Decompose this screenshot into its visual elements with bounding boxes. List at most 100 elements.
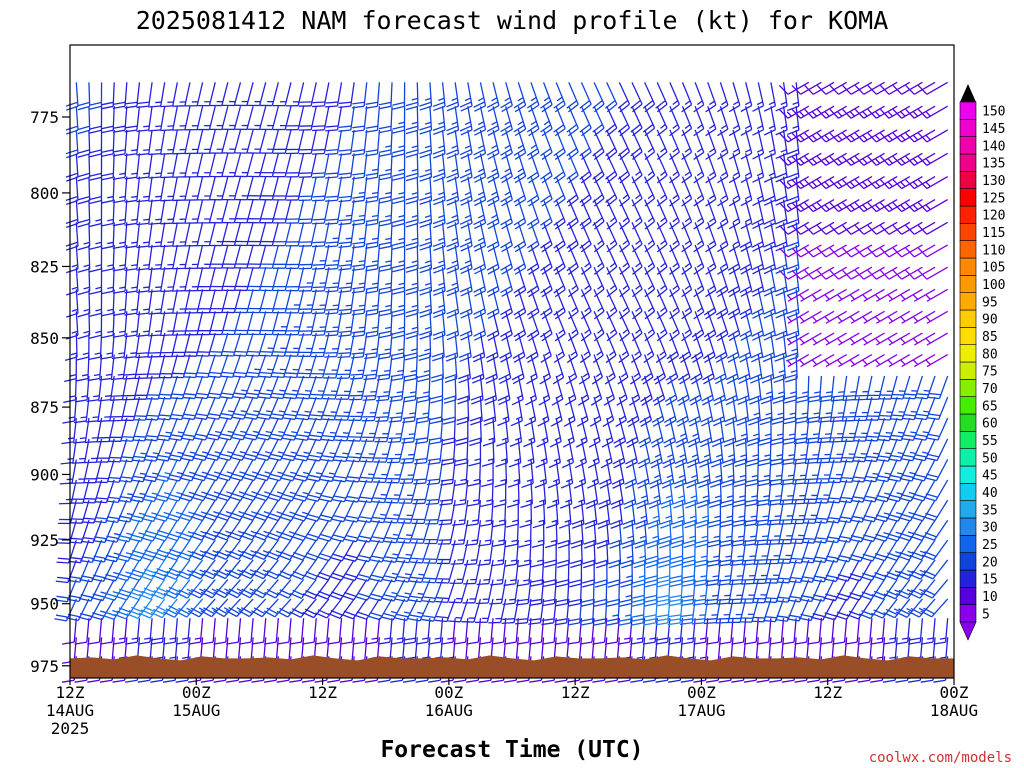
wind-barb — [321, 396, 343, 421]
wind-barb — [192, 438, 216, 462]
wind-barb — [917, 199, 949, 213]
wind-barb — [89, 82, 103, 110]
wind-barb — [897, 519, 923, 542]
wind-barb — [197, 222, 216, 247]
wind-barb — [502, 579, 519, 606]
wind-barb — [693, 199, 705, 230]
wind-barb — [669, 176, 680, 207]
wind-barb — [251, 559, 279, 580]
wind-barb — [671, 520, 685, 549]
wind-barb — [285, 176, 305, 201]
wind-barb — [153, 499, 178, 522]
wind-barb — [892, 129, 923, 143]
wind-barb — [693, 244, 705, 275]
wind-barb — [577, 375, 590, 406]
wind-barb — [681, 176, 693, 207]
y-tick-label: 925 — [30, 531, 59, 550]
colorbar-swatch — [959, 136, 977, 155]
wind-barb — [526, 82, 540, 113]
wind-barb — [114, 598, 140, 620]
wind-barb — [383, 520, 406, 544]
wind-barb — [728, 199, 741, 230]
wind-barb — [148, 153, 166, 179]
wind-barb — [566, 105, 579, 137]
wind-barb — [829, 152, 860, 166]
wind-barb — [883, 579, 911, 600]
wind-barb — [514, 598, 532, 625]
wind-barb — [578, 354, 591, 385]
wind-barb — [351, 153, 368, 180]
wind-barb — [238, 598, 267, 618]
wind-barb — [752, 176, 765, 207]
wind-barb — [82, 479, 103, 504]
wind-barb — [87, 618, 103, 645]
wind-barb — [669, 199, 680, 230]
wind-barb — [392, 311, 406, 339]
wind-barb — [840, 438, 860, 463]
wind-barb — [221, 332, 242, 357]
wind-barb — [750, 332, 764, 363]
wind-barb — [427, 438, 444, 466]
wind-barb — [285, 153, 305, 178]
wind-barb — [377, 332, 393, 360]
wind-barb — [311, 153, 330, 179]
wind-barb — [227, 519, 254, 541]
wind-barb — [681, 153, 693, 184]
wind-barb — [500, 176, 513, 207]
wind-barb — [167, 438, 191, 462]
wind-barb — [917, 176, 949, 190]
wind-barb — [772, 375, 786, 405]
wind-barb — [401, 417, 418, 444]
wind-barb — [736, 375, 750, 406]
wind-barb — [271, 332, 292, 357]
wind-barb — [567, 289, 579, 320]
wind-barb — [106, 459, 128, 483]
colorbar-swatch — [959, 257, 977, 276]
wind-barb — [378, 153, 393, 181]
wind-barb — [491, 618, 507, 645]
wind-barb — [892, 81, 923, 95]
wind-barb — [641, 354, 654, 385]
wind-barb — [418, 333, 432, 361]
wind-barb — [302, 579, 330, 600]
wind-barb — [259, 106, 280, 131]
wind-barb — [259, 332, 279, 357]
wind-barb — [824, 354, 847, 368]
wind-barb — [910, 499, 936, 522]
wind-barb — [272, 244, 292, 269]
colorbar-swatch — [959, 223, 977, 241]
x-axis-label: Forecast Time (UTC) — [380, 737, 643, 763]
wind-barb — [859, 579, 886, 601]
wind-barb — [812, 539, 835, 564]
wind-barb — [258, 354, 279, 378]
wind-barb — [648, 479, 662, 509]
wind-barb — [298, 289, 317, 314]
wind-barb — [285, 82, 305, 107]
wind-barb — [449, 559, 469, 584]
wind-barb — [378, 82, 393, 110]
wind-barb — [203, 479, 229, 502]
wind-barb — [553, 222, 566, 253]
wind-barb — [292, 499, 317, 522]
wind-barb — [909, 539, 936, 561]
wind-barb — [190, 499, 216, 522]
wind-barb — [923, 479, 949, 502]
wind-barb — [704, 579, 722, 606]
wind-barb — [791, 199, 822, 213]
wind-barb — [887, 310, 911, 324]
wind-barb — [259, 82, 280, 107]
colorbar-swatch — [959, 517, 977, 536]
wind-barb — [141, 499, 166, 523]
wind-barb — [136, 222, 153, 249]
wind-barb — [807, 375, 823, 403]
wind-barb — [804, 129, 835, 143]
wind-barb — [90, 579, 115, 602]
wind-barb — [325, 153, 343, 179]
wind-barb — [148, 129, 166, 156]
wind-barb — [218, 396, 242, 420]
wind-barb — [696, 500, 710, 529]
wind-barb — [241, 459, 267, 482]
wind-barb — [693, 559, 709, 587]
wind-barb — [311, 129, 330, 155]
wind-barb — [311, 176, 330, 202]
